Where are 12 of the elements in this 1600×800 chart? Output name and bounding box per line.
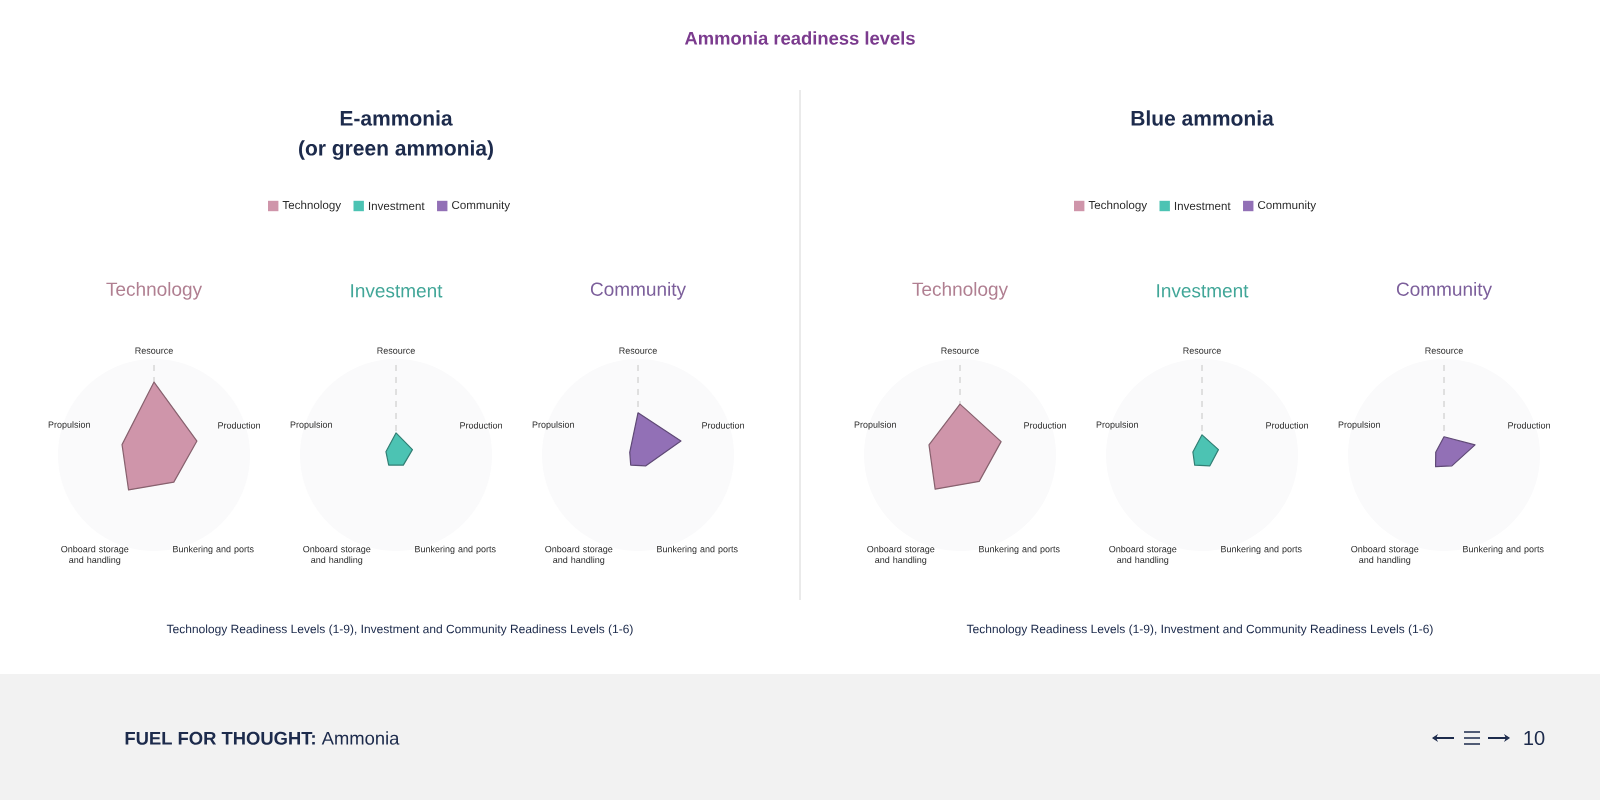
text: Ammonia readiness levels	[684, 31, 915, 45]
text: (or green ammonia)	[299, 140, 493, 160]
text: FUEL FOR THOUGHT: Ammonia	[125, 731, 400, 745]
text: Blue ammonia	[1131, 110, 1274, 126]
text: Technology	[912, 281, 1009, 300]
text: Community	[590, 281, 687, 300]
text: Investment	[1157, 284, 1249, 298]
text: Technology	[106, 281, 203, 300]
text: 10	[1524, 730, 1545, 746]
text: Community	[1396, 281, 1493, 300]
text: Investment	[351, 284, 443, 298]
text: E-ammonia	[340, 110, 453, 126]
